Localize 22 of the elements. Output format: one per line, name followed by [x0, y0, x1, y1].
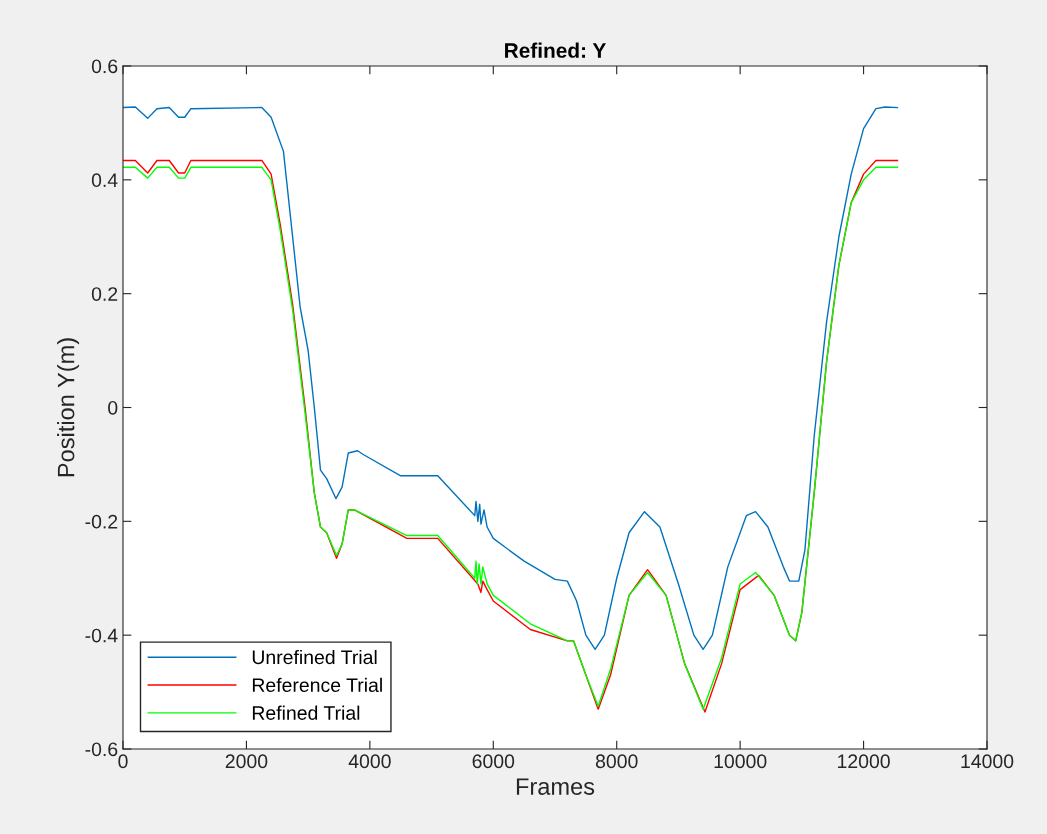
x-tick-label: 0	[118, 754, 128, 769]
legend-label: Refined Trial	[252, 705, 360, 720]
x-tick-label: 8000	[595, 754, 638, 769]
y-tick-label: 0.2	[91, 287, 118, 301]
y-axis-title: Position Y(m)	[57, 338, 80, 477]
x-tick-label: 4000	[348, 754, 391, 769]
x-tick-label: 6000	[472, 754, 515, 769]
x-axis-title: Frames	[516, 778, 595, 795]
legend-label: Reference Trial	[252, 677, 382, 693]
y-tick-label: 0	[108, 400, 118, 415]
y-tick-label: -0.2	[85, 514, 118, 529]
legend-label: Unrefined Trial	[252, 649, 377, 665]
x-tick-label: 10000	[714, 754, 767, 769]
line-series	[123, 106, 899, 651]
y-tick-label: -0.6	[85, 742, 118, 757]
chart-title: Refined: Y	[505, 42, 606, 58]
y-tick-label: -0.4	[85, 628, 118, 643]
x-tick-label: 14000	[961, 754, 1014, 769]
y-tick-label: 0.6	[91, 59, 118, 74]
x-tick-label: 12000	[838, 754, 890, 769]
x-tick-label: 2000	[225, 754, 268, 769]
y-tick-label: 0.4	[91, 173, 118, 188]
